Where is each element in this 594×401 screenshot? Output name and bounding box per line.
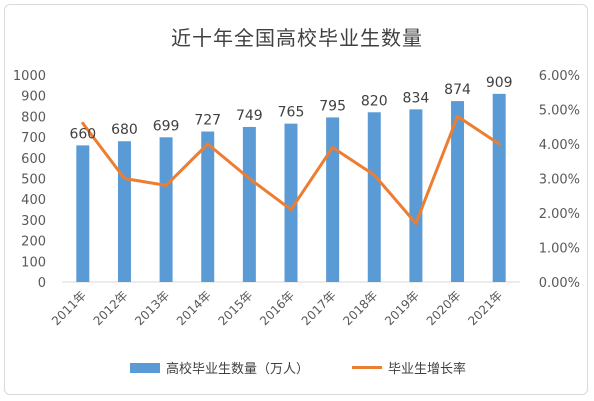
growth-rate-point xyxy=(289,208,293,212)
legend-label-bar: 高校毕业生数量（万人） xyxy=(166,362,310,377)
growth-rate-point xyxy=(164,183,168,187)
x-tick-label: 2011年 xyxy=(49,288,89,328)
y-right-tick-label: 2.00% xyxy=(539,207,580,222)
bar-data-label: 699 xyxy=(153,118,180,134)
bar xyxy=(409,109,423,282)
bar-data-label: 834 xyxy=(403,90,430,106)
chart-title: 近十年全国高校毕业生数量 xyxy=(171,26,423,50)
bar xyxy=(76,145,90,282)
bar xyxy=(492,93,506,282)
y-left-tick-label: 700 xyxy=(21,131,46,146)
bar xyxy=(201,131,215,282)
y-right-tick-label: 0.00% xyxy=(539,276,580,291)
y-right-tick-label: 4.00% xyxy=(539,138,580,153)
bar-data-label: 680 xyxy=(111,122,138,138)
bar xyxy=(242,126,256,282)
bar-data-label: 660 xyxy=(69,126,96,142)
y-right-tick-label: 3.00% xyxy=(539,173,580,188)
y-left-tick-label: 500 xyxy=(21,173,46,188)
y-left-tick-label: 0 xyxy=(38,276,46,291)
y-right-tick-label: 5.00% xyxy=(539,104,580,119)
x-tick-label: 2016年 xyxy=(257,288,297,328)
bar xyxy=(284,123,298,283)
legend-label-line: 毕业生增长率 xyxy=(388,362,467,377)
y-left-tick-label: 100 xyxy=(21,255,46,270)
bar-data-label: 765 xyxy=(278,105,305,121)
y-right-tick-label: 6.00% xyxy=(539,69,580,84)
growth-rate-point xyxy=(247,177,251,180)
bar-data-label: 874 xyxy=(444,82,471,98)
y-left-tick-label: 200 xyxy=(21,235,46,250)
growth-rate-point xyxy=(456,114,460,118)
x-tick-label: 2015年 xyxy=(216,288,256,328)
y-left-tick-label: 600 xyxy=(21,152,46,167)
growth-rate-point xyxy=(206,142,210,146)
x-tick-label: 2020年 xyxy=(424,288,464,328)
x-tick-label: 2013年 xyxy=(132,288,172,328)
bar-data-label: 820 xyxy=(361,93,388,109)
y-left-tick-label: 900 xyxy=(21,90,46,105)
x-tick-label: 2014年 xyxy=(174,288,214,328)
growth-rate-point xyxy=(331,145,335,149)
x-tick-label: 2021年 xyxy=(465,288,505,328)
chart-legend: 高校毕业生数量（万人） 毕业生增长率 xyxy=(0,358,594,380)
legend-swatch-bar xyxy=(130,362,160,373)
legend-item-bar: 高校毕业生数量（万人） xyxy=(130,358,309,377)
bar-data-label: 749 xyxy=(236,108,263,124)
legend-item-line: 毕业生增长率 xyxy=(352,358,466,377)
growth-rate-point xyxy=(81,121,85,125)
bar xyxy=(159,137,173,282)
y-left-tick-label: 300 xyxy=(21,214,46,229)
x-tick-label: 2019年 xyxy=(382,288,422,328)
bar xyxy=(367,112,381,282)
growth-rate-point xyxy=(497,142,501,146)
legend-swatch-line xyxy=(352,366,382,369)
bar xyxy=(117,141,131,282)
growth-rate-point xyxy=(372,173,376,177)
bar-data-label: 795 xyxy=(319,98,346,114)
bar xyxy=(451,101,465,282)
growth-rate-point xyxy=(414,221,418,225)
y-left-tick-label: 1000 xyxy=(13,69,46,84)
y-right-tick-label: 1.00% xyxy=(539,242,580,257)
bar-data-label: 727 xyxy=(194,113,221,129)
y-left-tick-label: 400 xyxy=(21,193,46,208)
y-left-tick-label: 800 xyxy=(21,110,46,125)
x-tick-label: 2017年 xyxy=(299,288,339,328)
x-tick-label: 2018年 xyxy=(340,288,380,328)
bar xyxy=(326,117,340,282)
x-tick-label: 2012年 xyxy=(91,288,131,328)
bar-data-label: 909 xyxy=(486,75,513,91)
growth-rate-point xyxy=(122,177,126,180)
